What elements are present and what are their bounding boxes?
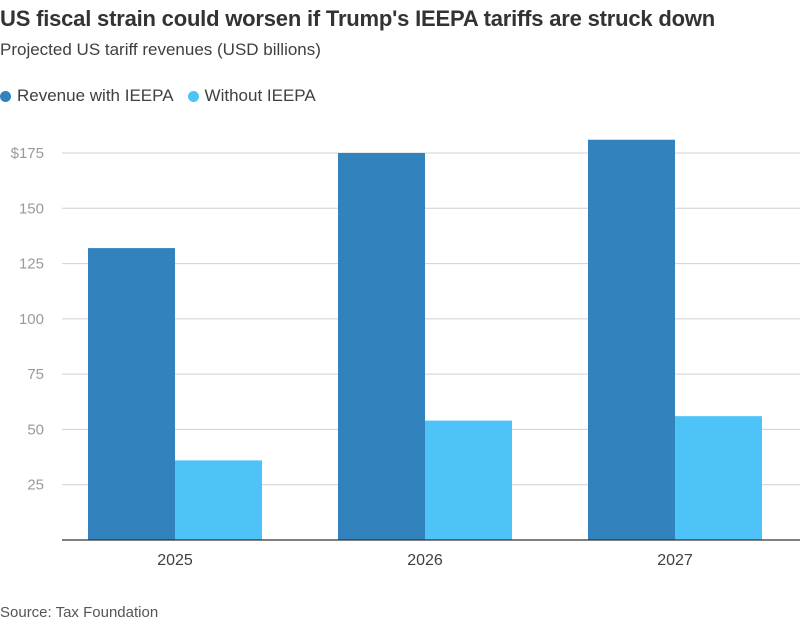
source-note: Source: Tax Foundation (0, 604, 159, 621)
legend: Revenue with IEEPA Without IEEPA (0, 86, 330, 106)
chart-subtitle: Projected US tariff revenues (USD billio… (0, 40, 321, 59)
legend-swatch-without-ieepa (187, 90, 199, 102)
legend-label-with-ieepa: Revenue with IEEPA (17, 86, 174, 105)
bar-without-ieepa (675, 416, 762, 540)
bar-with-ieepa (338, 153, 425, 540)
legend-label-without-ieepa: Without IEEPA (204, 86, 316, 105)
bar-with-ieepa (588, 139, 675, 540)
legend-item-with-ieepa: Revenue with IEEPA (0, 86, 174, 106)
legend-swatch-with-ieepa (0, 90, 11, 102)
x-tick-label: 2025 (157, 552, 193, 569)
bar-without-ieepa (425, 420, 512, 540)
x-tick-label: 2026 (407, 552, 443, 569)
y-tick-label: 125 (19, 256, 44, 273)
legend-item-without-ieepa: Without IEEPA (187, 86, 316, 106)
y-tick-label: 150 (19, 200, 44, 217)
y-tick-label: 50 (27, 421, 44, 438)
x-tick-label: 2027 (657, 552, 693, 569)
y-tick-label: $175 (11, 145, 44, 162)
bar-with-ieepa (88, 248, 175, 540)
y-tick-label: 100 (19, 311, 44, 328)
bar-without-ieepa (175, 460, 262, 540)
chart-title: US fiscal strain could worsen if Trump's… (0, 6, 715, 31)
y-tick-label: 25 (27, 477, 44, 494)
y-tick-label: 75 (27, 366, 44, 383)
